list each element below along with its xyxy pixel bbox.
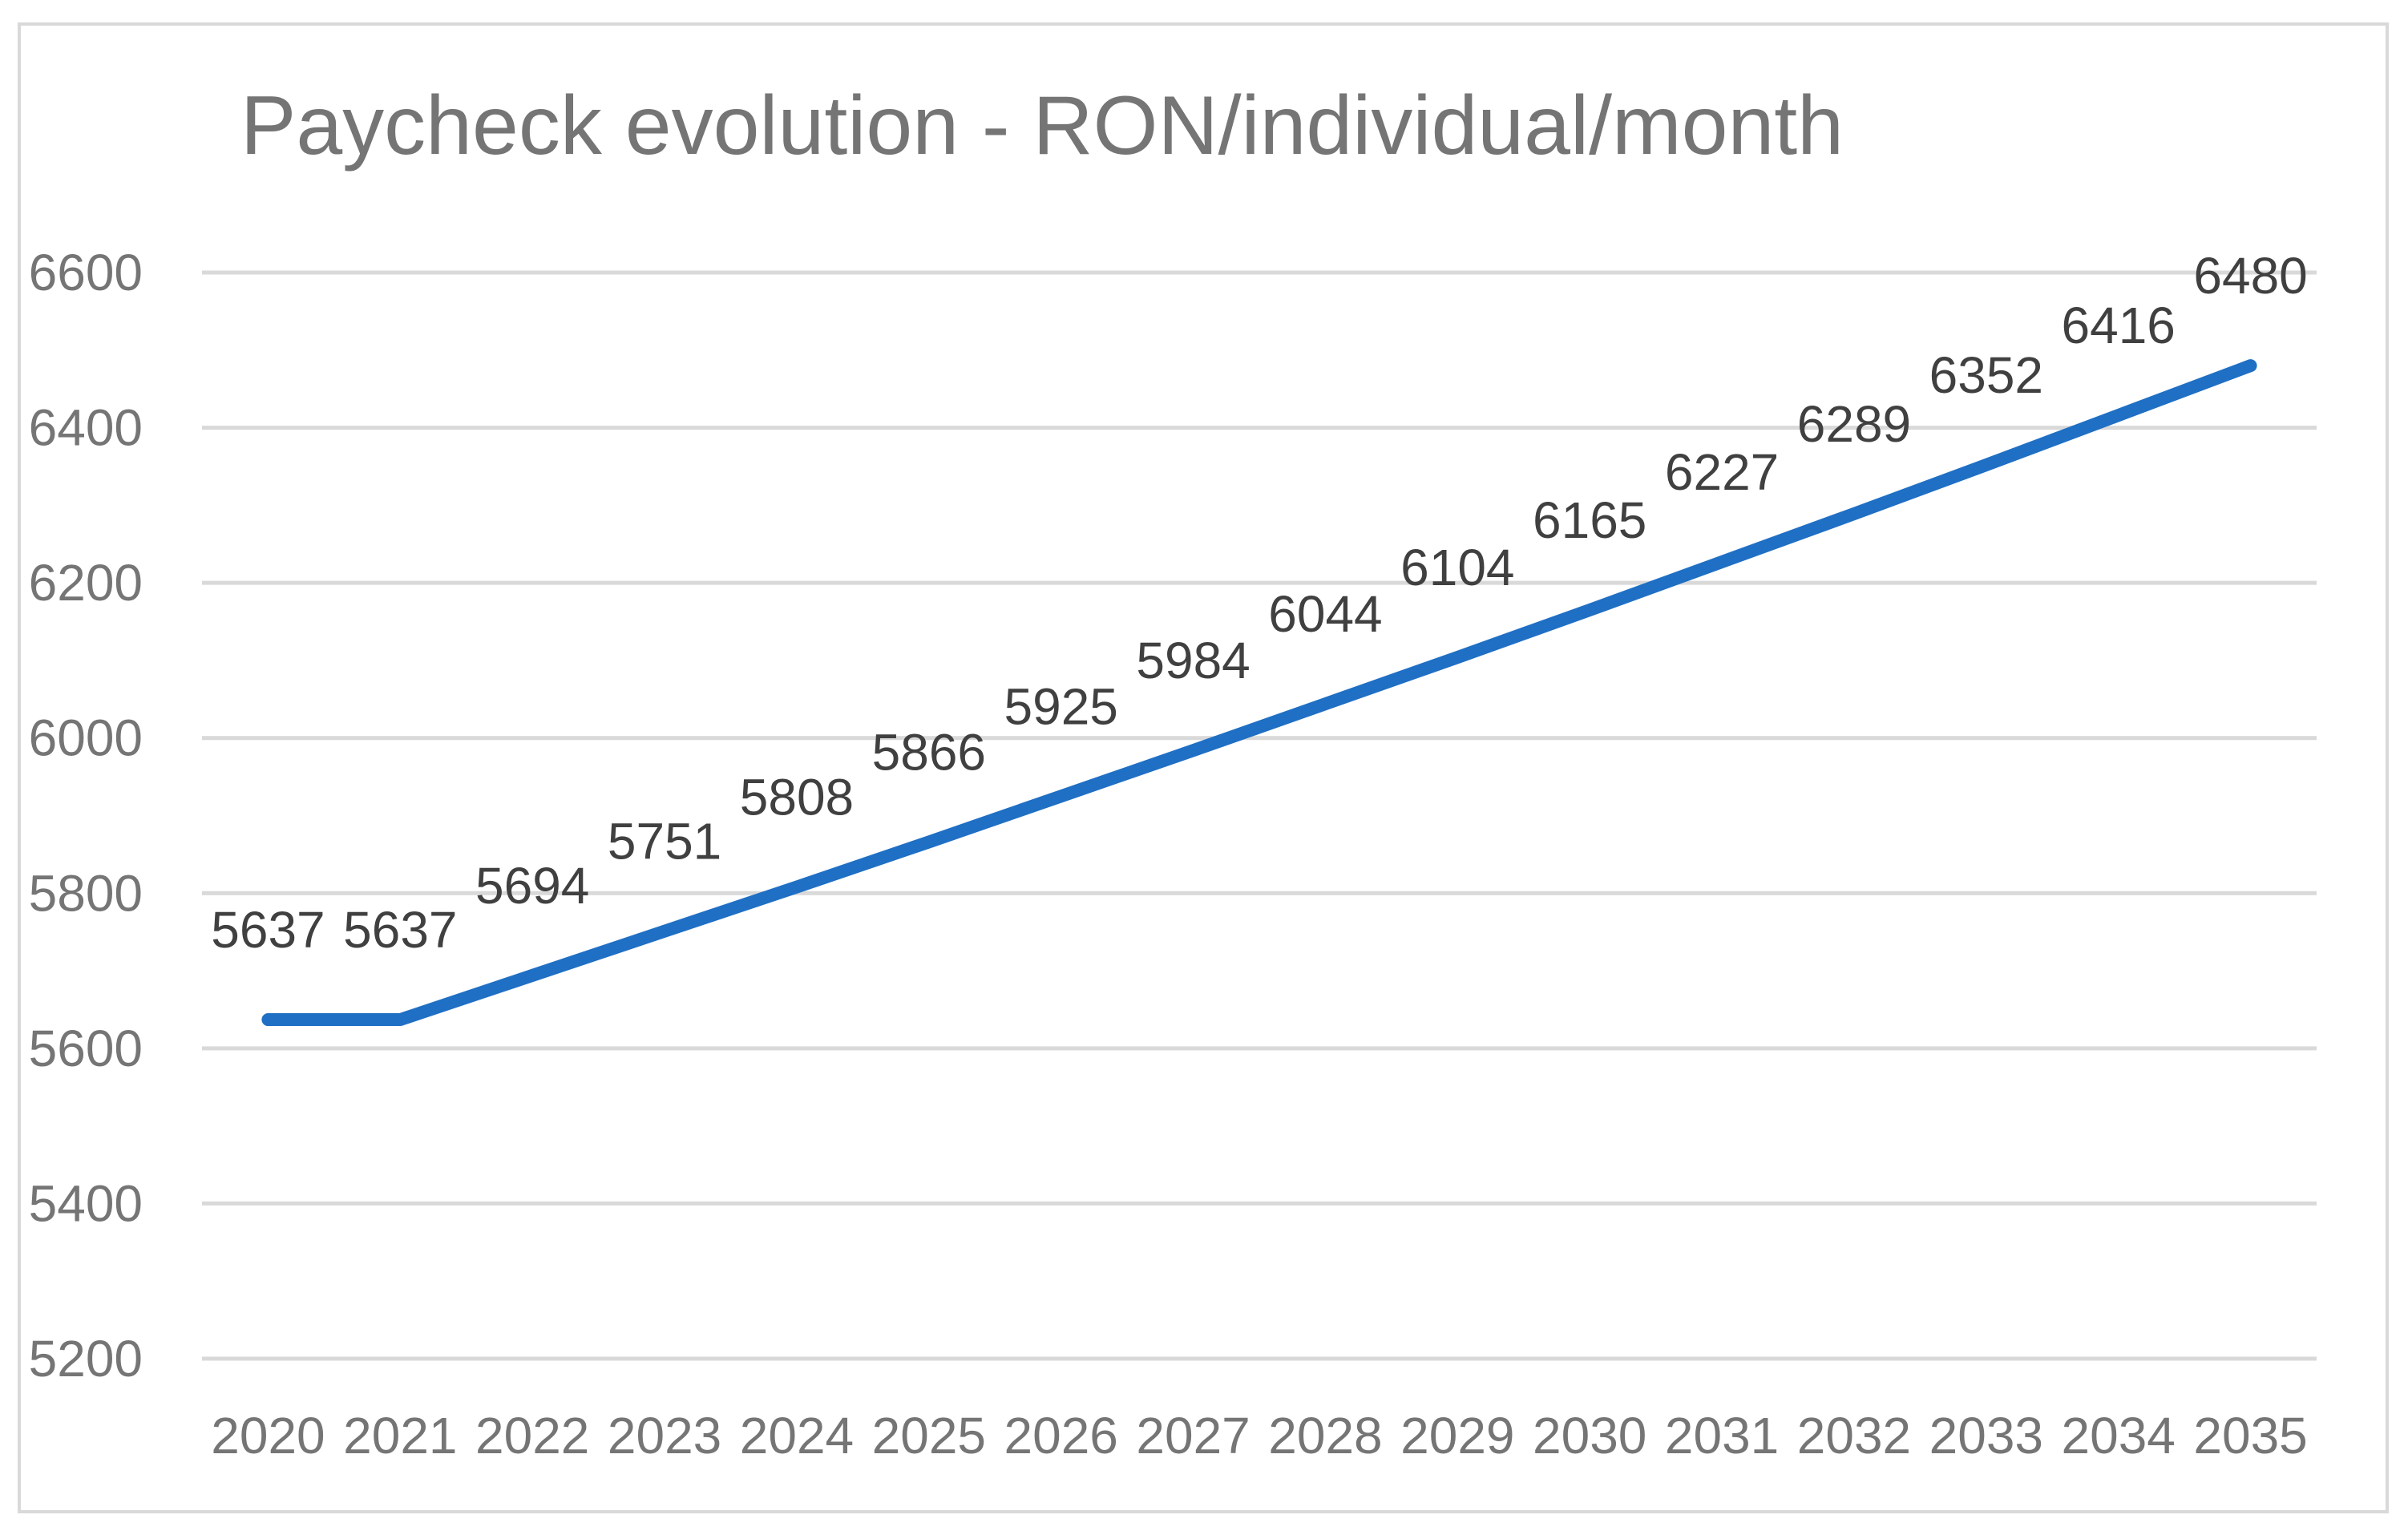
x-tick-label-2028: 2028 [1268,1407,1382,1464]
y-tick-label-6200: 6200 [29,554,143,612]
x-tick-label-2024: 2024 [740,1407,854,1464]
data-label-2030: 6165 [1533,491,1646,549]
x-tick-label-2020: 2020 [211,1407,325,1464]
x-tick-label-2022: 2022 [475,1407,589,1464]
x-tick-label-2027: 2027 [1136,1407,1250,1464]
data-labels: 5637 5637 5694 5751 5808 5866 5925 5984 6044 6104… [211,247,2308,959]
data-label-2023: 5751 [608,813,721,871]
x-tick-label-2033: 2033 [1929,1407,2043,1464]
y-tick-label-6000: 6000 [29,709,143,767]
gridlines [202,270,2317,1361]
data-label-2025: 5866 [872,723,986,781]
data-label-2021: 5637 [343,901,457,959]
y-tick-label-5800: 5800 [29,864,143,922]
x-axis-ticks: 2020 2021 2022 2023 2024 2025 2026 2027 2028 2029… [211,1407,2308,1464]
data-label-2029: 6104 [1400,539,1514,596]
x-tick-label-2034: 2034 [2062,1407,2176,1464]
x-tick-label-2032: 2032 [1797,1407,1911,1464]
series-line-0 [261,359,2257,1027]
data-label-2022: 5694 [475,857,589,915]
data-label-2027: 5984 [1136,632,1250,689]
data-label-2035: 6480 [2193,247,2307,305]
x-tick-label-2025: 2025 [872,1407,986,1464]
x-tick-label-2035: 2035 [2193,1407,2307,1464]
data-label-2034: 6416 [2062,297,2176,354]
x-tick-label-2026: 2026 [1004,1407,1118,1464]
x-tick-label-2023: 2023 [608,1407,721,1464]
chart-title: Paycheck evolution - RON/individual/mont… [240,79,1844,172]
data-label-2026: 5925 [1004,677,1118,735]
data-label-2020: 5637 [211,901,325,959]
data-label-2032: 6289 [1797,395,1911,453]
y-tick-label-5600: 5600 [29,1020,143,1077]
y-axis-ticks: 5200 5400 5600 5800 6000 6200 6400 6600 [29,244,143,1388]
y-tick-label-5400: 5400 [29,1174,143,1232]
x-tick-label-2030: 2030 [1533,1407,1646,1464]
x-tick-label-2029: 2029 [1400,1407,1514,1464]
y-tick-label-6600: 6600 [29,244,143,301]
x-tick-label-2021: 2021 [343,1407,457,1464]
y-tick-label-5200: 5200 [29,1330,143,1388]
data-label-2031: 6227 [1665,443,1779,501]
series-lines [261,359,2257,1027]
data-label-2028: 6044 [1268,585,1382,643]
data-label-2033: 6352 [1929,346,2043,404]
data-label-2024: 5808 [740,769,854,826]
y-tick-label-6400: 6400 [29,399,143,457]
x-tick-label-2031: 2031 [1665,1407,1779,1464]
